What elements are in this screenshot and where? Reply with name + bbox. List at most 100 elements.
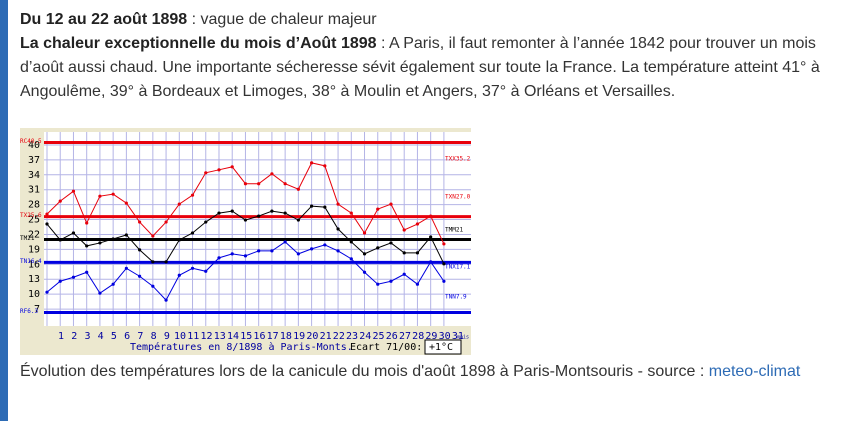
point	[336, 202, 340, 206]
y-tick-label: 34	[28, 170, 40, 181]
x-tick-label: 8	[151, 331, 157, 342]
footer-title: Températures en 8/1898 à Paris-Monts.	[130, 341, 353, 353]
point	[243, 218, 248, 222]
point	[323, 243, 327, 247]
point	[45, 290, 49, 294]
point	[58, 238, 62, 242]
point	[164, 298, 168, 302]
point	[310, 204, 314, 208]
point	[389, 202, 393, 206]
point	[389, 241, 393, 245]
caption: Évolution des températures lors de la ca…	[20, 360, 825, 384]
x-tick-label: 21	[320, 331, 332, 342]
point	[124, 266, 128, 270]
x-tick-label: 29	[425, 331, 437, 342]
point	[429, 214, 433, 218]
point	[138, 274, 142, 278]
point	[111, 192, 115, 196]
point	[362, 270, 367, 274]
intro-rest: : vague de chaleur majeur	[187, 11, 377, 28]
intro-text: Du 12 au 22 août 1898 : vague de chaleur…	[20, 8, 825, 104]
x-tick-label: 28	[412, 331, 424, 342]
point	[402, 228, 406, 232]
caption-link[interactable]: meteo-climat	[708, 363, 801, 380]
reference-label: RC40.5	[20, 138, 42, 145]
x-tick-label: 2	[71, 331, 77, 342]
x-tick-label: 4	[98, 331, 104, 342]
chart: Températures en 8/1898 à Paris-Monts. Ec…	[20, 128, 471, 355]
right-label: TNX17.1	[445, 264, 471, 271]
y-tick-label: 40	[28, 140, 40, 151]
point	[376, 282, 380, 286]
point	[138, 220, 142, 224]
x-tick-label: 3	[84, 331, 90, 342]
point	[58, 279, 62, 283]
point	[349, 240, 353, 244]
point	[111, 282, 115, 286]
x-tick-label: 10	[174, 331, 186, 342]
point	[71, 189, 76, 193]
x-tick-label: 15	[240, 331, 252, 342]
y-tick-label: 16	[28, 259, 40, 270]
point	[442, 279, 446, 283]
point	[415, 282, 420, 286]
x-tick-label: 24	[359, 331, 371, 342]
point	[402, 272, 406, 276]
point	[243, 182, 248, 186]
footer-ecart: Ecart 71/00:	[350, 342, 422, 353]
reference-label: TX25.6	[20, 212, 42, 219]
point	[151, 284, 155, 288]
point	[429, 235, 433, 239]
point	[98, 241, 102, 245]
x-tick-label: 17	[267, 331, 279, 342]
y-tick-label: 13	[28, 274, 40, 285]
point	[230, 165, 234, 169]
point	[257, 249, 261, 253]
point	[349, 257, 353, 261]
point	[323, 205, 327, 209]
x-tick-label: 11	[187, 331, 199, 342]
ecart-value: +1°C	[429, 342, 453, 353]
point	[296, 218, 300, 222]
point	[204, 220, 208, 224]
point	[151, 234, 155, 238]
right-label: TXN27.0	[445, 194, 471, 201]
x-tick-label: 16	[253, 331, 265, 342]
point	[230, 209, 234, 213]
point	[217, 211, 221, 215]
point	[349, 211, 353, 215]
point	[442, 262, 446, 266]
point	[164, 260, 168, 264]
x-tick-label: 18	[280, 331, 292, 342]
point	[323, 164, 327, 168]
point	[190, 231, 195, 235]
point	[336, 227, 340, 231]
x-tick-label: 20	[306, 331, 318, 342]
point	[243, 254, 248, 258]
x-tick-label: 30	[439, 331, 451, 342]
point	[124, 201, 128, 205]
point	[429, 260, 433, 264]
point	[283, 211, 287, 215]
point	[283, 182, 287, 186]
x-suffix: mois	[457, 335, 469, 341]
y-tick-label: 19	[28, 244, 40, 255]
point	[296, 252, 300, 256]
point	[362, 231, 367, 235]
x-tick-label: 13	[214, 331, 226, 342]
point	[257, 182, 261, 186]
point	[270, 249, 274, 253]
right-label: TMM21	[445, 227, 463, 234]
y-tick-label: 37	[28, 155, 40, 166]
ecart-box	[424, 339, 462, 355]
paragraph-text: : A Paris, il faut remonter à l’année 18…	[20, 35, 820, 100]
point	[310, 161, 314, 165]
point	[415, 251, 420, 255]
x-tick-label: 19	[293, 331, 305, 342]
x-tick-label: 6	[124, 331, 130, 342]
point	[138, 248, 142, 252]
point	[151, 260, 155, 264]
reference-label: TN16.4	[20, 258, 42, 265]
